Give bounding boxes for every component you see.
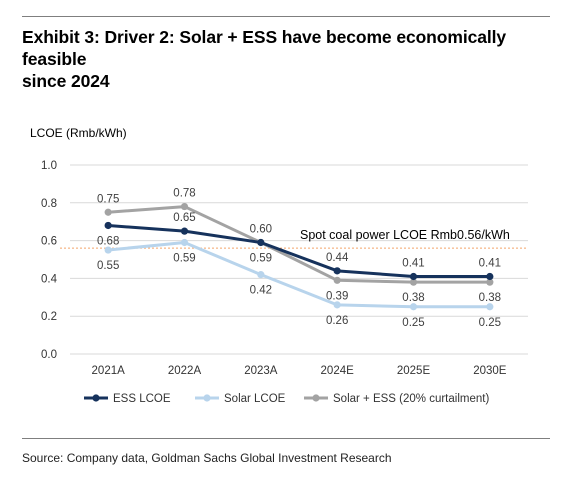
data-point-s2-4 [409,278,418,286]
data-label-s2-0: 0.75 [97,193,119,205]
x-tick-label-2021A: 2021A [92,365,126,377]
x-tick-label-2022A: 2022A [168,365,202,377]
data-point-s2-3 [333,276,341,284]
data-label-s2-5: 0.38 [479,292,501,304]
reference-line-label: Spot coal power LCOE Rmb0.56/kWh [300,228,510,242]
y-tick-label: 0.8 [41,198,57,210]
data-point-s1-3 [333,301,341,309]
data-label-s2-2: 0.59 [250,252,272,264]
data-label-s0-0: 0.68 [97,235,119,247]
data-label-s1-3: 0.26 [326,315,348,327]
title-line-1: Exhibit 3: Driver 2: Solar + ESS have be… [22,27,507,69]
legend-label-1: Solar LCOE [224,393,286,405]
series-line-2 [108,205,490,284]
data-point-s0-5 [486,272,494,281]
data-point-s1-4 [409,303,418,311]
legend-label-2: Solar + ESS (20% curtailment) [333,393,489,405]
source-note: Source: Company data, Goldman Sachs Glob… [22,451,392,465]
data-point-s0-4 [409,272,418,281]
y-axis-label: LCOE (Rmb/kWh) [30,126,127,140]
data-label-s2-4: 0.38 [402,292,424,304]
data-label-s0-5: 0.41 [479,258,501,270]
series-line-0 [108,223,490,279]
data-point-s0-0 [104,221,112,230]
data-point-s0-2 [257,238,265,247]
data-point-s1-2 [257,271,265,279]
y-tick-label: 1.0 [41,160,57,172]
top-rule [22,16,550,17]
data-label-s0-2: 0.60 [250,223,272,235]
x-tick-label-2030E: 2030E [473,365,507,377]
data-point-s2-1 [180,202,189,211]
data-label-s0-3: 0.44 [326,252,349,264]
data-label-s1-5: 0.25 [479,317,501,329]
y-tick-label: 0.4 [41,273,58,285]
legend-marker-1 [203,394,211,402]
data-point-s1-0 [104,246,112,254]
chart-title: Exhibit 3: Driver 2: Solar + ESS have be… [22,26,562,92]
x-tick-label-2025E: 2025E [397,365,431,377]
legend-marker-0 [92,394,100,402]
data-point-s2-5 [486,278,494,286]
legend-label-0: ESS LCOE [113,393,171,405]
data-point-s1-1 [180,238,189,247]
x-tick-label-2024E: 2024E [321,365,355,377]
data-label-s0-1: 0.65 [173,212,195,224]
data-label-s2-3: 0.39 [326,290,348,302]
data-label-s1-1: 0.59 [173,252,195,264]
legend-marker-2 [312,394,320,402]
y-tick-label: 0.2 [41,311,57,323]
data-point-s0-3 [333,267,341,275]
data-label-s2-1: 0.78 [173,188,195,200]
series-line-1 [108,240,490,309]
line-chart: 0.0 0.2 0.4 0.6 0.8 1.0 2021A 2022A 2023A 2024E 20… [41,160,528,405]
x-tick-label-2023A: 2023A [244,365,278,377]
y-tick-label: 0.0 [41,349,57,361]
bottom-rule [22,438,550,439]
data-label-s1-2: 0.42 [250,285,272,297]
data-point-s0-1 [180,227,189,235]
data-point-s2-0 [104,208,112,216]
title-line-2: since 2024 [22,71,110,91]
data-label-s0-4: 0.41 [402,258,424,270]
y-tick-label: 0.6 [41,236,57,248]
data-point-s1-5 [486,303,494,311]
data-label-s1-0: 0.55 [97,260,119,272]
data-label-s1-4: 0.25 [402,317,424,329]
